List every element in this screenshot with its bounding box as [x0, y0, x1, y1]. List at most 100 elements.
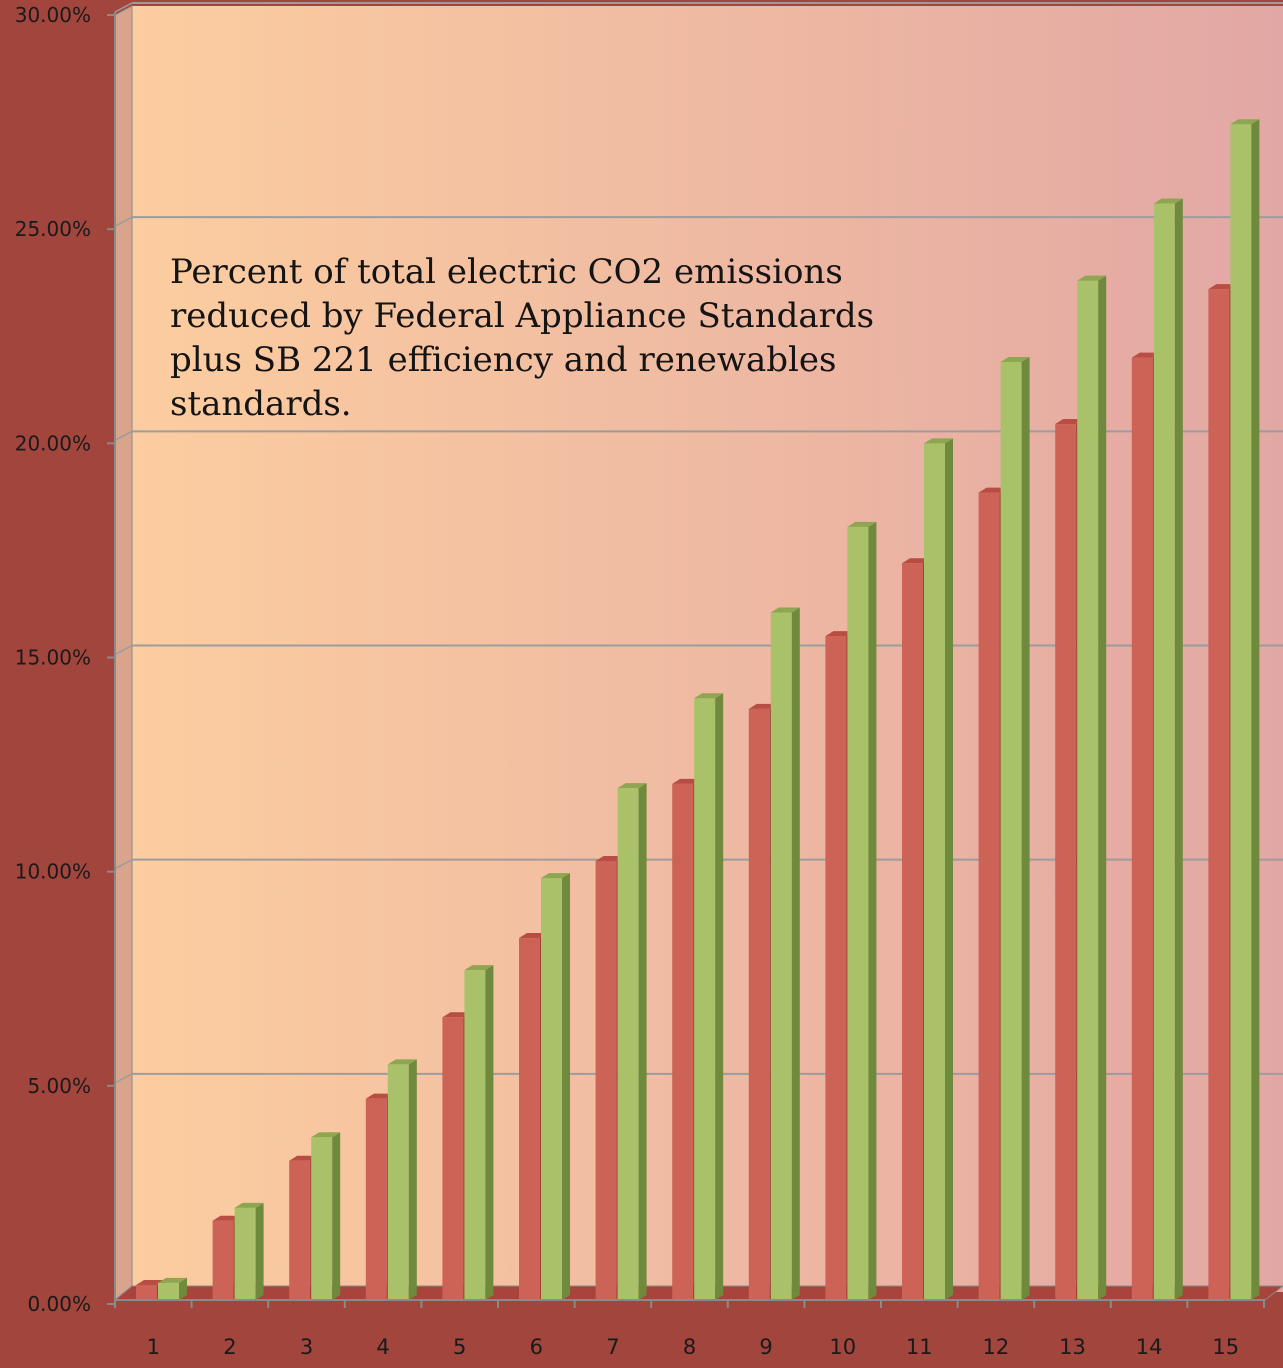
bar-series-2-front [1230, 124, 1252, 1301]
bar-series-1-front [978, 492, 1000, 1300]
bar-series-2 [158, 1277, 187, 1300]
x-tick-label: 7 [606, 1335, 619, 1359]
bar-series-2 [464, 965, 494, 1300]
bar-series-2-top [234, 1202, 264, 1208]
bar-series-2-side [562, 873, 570, 1300]
bar-series-2-top [311, 1132, 341, 1138]
x-tick-label: 10 [829, 1335, 856, 1359]
y-tick-label: 10.00% [15, 860, 91, 884]
bar-series-2-front [1153, 203, 1175, 1300]
bar-series-1-front [1131, 357, 1153, 1301]
bar-series-1-front [1208, 289, 1230, 1301]
bar-series-1-top [825, 631, 855, 637]
bar-series-2 [1077, 275, 1107, 1301]
chart-annotation: Percent of total electric CO2 emissions … [170, 252, 875, 424]
y-tick-label: 20.00% [15, 431, 91, 455]
bar-series-2-side [1021, 356, 1030, 1300]
bar-series-1-front [442, 1017, 464, 1300]
x-tick-label: 4 [376, 1335, 389, 1359]
bar-series-2-front [234, 1207, 256, 1300]
bar-series-1-front [748, 708, 770, 1300]
bar-series-1-top [212, 1215, 242, 1221]
y-tick-label: 25.00% [15, 217, 91, 241]
bar-series-1-top [442, 1012, 472, 1018]
bar-series-1-top [519, 933, 548, 939]
bar-series-2 [1153, 198, 1183, 1300]
bar-series-2 [387, 1059, 417, 1300]
x-tick-label: 2 [223, 1335, 236, 1359]
bar-series-2-front [541, 878, 562, 1300]
bar-series-2-front [1077, 280, 1099, 1301]
bar-series-2-side [945, 438, 953, 1300]
bar-series-1-top [1055, 419, 1085, 425]
bar-series-2-front [158, 1282, 179, 1300]
bar-series-2-top [1077, 275, 1107, 281]
bar-series-2-side [868, 521, 877, 1300]
bar-series-1-top [365, 1093, 395, 1099]
x-tick-label: 12 [983, 1335, 1010, 1359]
bar-series-2-top [694, 693, 724, 699]
x-tick-label: 1 [147, 1335, 160, 1359]
bar-series-2-side [715, 693, 724, 1300]
bar-series-1-front [672, 783, 694, 1300]
bar-series-2-top [158, 1277, 187, 1283]
gridline-side [114, 430, 133, 441]
gridline-side [114, 644, 133, 656]
bar-series-1-front [519, 938, 540, 1300]
x-tick-label: 6 [530, 1335, 543, 1359]
bar-series-2-front [617, 788, 639, 1300]
bar-series-2 [924, 438, 953, 1300]
y-tick-label: 15.00% [15, 646, 91, 670]
bar-series-1-top [672, 778, 702, 784]
bar-series-2-front [1000, 361, 1022, 1300]
bar-series-2-front [464, 970, 486, 1300]
y-tick-label: 30.00% [15, 3, 91, 27]
x-tick-label: 9 [759, 1335, 772, 1359]
bar-series-2-front [770, 612, 792, 1300]
gridline-side [114, 859, 133, 870]
bar-series-1-top [595, 855, 625, 861]
bar-series-1-front [825, 636, 847, 1300]
bar-series-2-top [464, 965, 494, 971]
bar-series-1-front [136, 1285, 157, 1300]
x-tick-label: 8 [683, 1335, 696, 1359]
bar-series-2 [1000, 356, 1030, 1300]
x-tick-label: 11 [906, 1335, 933, 1359]
bar-series-1-front [595, 860, 617, 1300]
bar-series-2 [617, 783, 647, 1300]
bar-series-2-top [770, 607, 800, 613]
gridline-side [114, 216, 133, 227]
bar-series-2-side [179, 1277, 187, 1300]
bar-series-2-top [924, 438, 953, 444]
bar-series-2 [770, 607, 800, 1300]
bar-series-2-side [408, 1059, 417, 1300]
bar-series-1-front [289, 1160, 311, 1300]
x-tick-label: 13 [1059, 1335, 1086, 1359]
bar-series-2-top [541, 873, 570, 879]
bar-series-2-front [311, 1137, 333, 1300]
x-tick-label: 15 [1212, 1335, 1239, 1359]
bar-series-2-top [1230, 119, 1260, 125]
bar-series-2-side [485, 965, 494, 1300]
bar-series-2-side [1098, 275, 1107, 1301]
bar-series-2-side [1251, 119, 1260, 1301]
bar-series-1-top [289, 1155, 319, 1161]
bar-series-2 [1230, 119, 1260, 1301]
bar-series-1-top [978, 487, 1008, 493]
bar-series-2-top [1153, 198, 1183, 204]
bar-series-1-front [212, 1220, 234, 1300]
bar-series-2-side [791, 607, 800, 1300]
bar-series-2-front [847, 526, 869, 1300]
x-tick-label: 14 [1136, 1335, 1163, 1359]
bar-series-2 [847, 521, 877, 1300]
bar-series-2 [694, 693, 724, 1300]
bar-series-2-front [924, 443, 945, 1300]
bar-series-2 [234, 1202, 264, 1300]
bar-series-2-side [638, 783, 647, 1300]
bar-series-2-front [694, 698, 716, 1300]
bar-series-1-front [1055, 424, 1077, 1300]
bar-series-1-front [365, 1098, 387, 1300]
bar-series-2 [311, 1132, 341, 1300]
